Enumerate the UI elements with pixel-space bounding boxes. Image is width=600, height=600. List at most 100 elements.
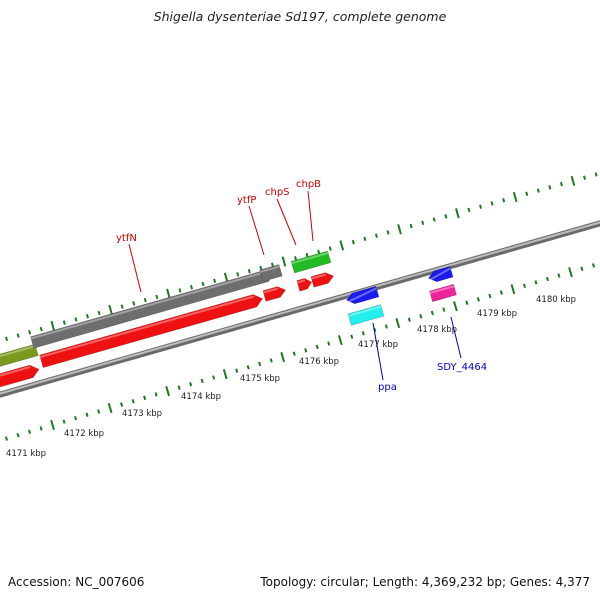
inner-ruler-tick <box>143 395 147 401</box>
inner-ruler-tick <box>131 399 135 404</box>
inner-ruler-tick <box>39 426 43 431</box>
inner-ruler-tick <box>430 310 434 316</box>
outer-ruler-tick <box>223 272 229 283</box>
inner-ruler-tick <box>395 318 401 329</box>
outer-ruler-tick <box>409 223 413 229</box>
gene-label-SDY_4464[interactable]: SDY_4464 <box>437 362 487 373</box>
gene-label-ytfN[interactable]: ytfN <box>116 233 137 244</box>
gene-arrow-highlight <box>0 345 36 358</box>
outer-ruler-tick <box>525 191 529 196</box>
inner-ruler-tick <box>327 341 331 346</box>
inner-ruler-tick <box>384 324 388 329</box>
gene-arrow-highlight <box>346 287 377 304</box>
gene-arrow-red-feature-2[interactable] <box>39 294 264 368</box>
inner-ruler-tick <box>568 267 573 278</box>
gene-arrow-highlight <box>429 285 455 294</box>
outer-ruler-tick <box>178 288 182 293</box>
inner-ruler-tick <box>580 266 584 271</box>
outer-ruler-tick <box>467 207 471 213</box>
inner-ruler-tick <box>200 378 204 384</box>
outer-ruler-tick <box>305 252 309 258</box>
outer-ruler-tick <box>85 314 89 319</box>
gene-arrow-highlight <box>39 295 254 359</box>
gene-arrow-red-feature-1[interactable] <box>0 364 40 389</box>
inner-ruler-tick <box>246 365 250 370</box>
genome-summary-text: Topology: circular; Length: 4,369,232 bp… <box>260 575 590 589</box>
map-title: Shigella dysenteriae Sd197, complete gen… <box>153 9 447 24</box>
gene-arrow-red-feature-3[interactable] <box>262 286 287 302</box>
gene-arrow-magenta-feature[interactable] <box>429 283 457 303</box>
inner-ruler-tick <box>361 331 365 336</box>
accession-text: Accession: NC_007606 <box>8 575 145 589</box>
kbp-label-4174: 4174 kbp <box>181 392 221 402</box>
outer-ruler-tick <box>479 204 482 209</box>
inner-ruler-tick <box>591 263 596 268</box>
gene-label-ytfP[interactable]: ytfP <box>237 195 256 206</box>
outer-ruler-tick <box>317 249 321 254</box>
gene-arrow-highlight <box>263 287 279 294</box>
inner-ruler-tick <box>165 386 171 397</box>
inner-ruler-tick <box>545 276 549 282</box>
gene-arrow-red-feature-4[interactable] <box>296 278 313 292</box>
gene-arrow-cyan-feature[interactable] <box>347 304 385 326</box>
inner-ruler-tick <box>534 280 538 285</box>
inner-ruler-tick <box>350 334 354 339</box>
inner-ruler-tick <box>28 429 32 434</box>
genome-backbone-highlight <box>0 221 600 395</box>
outer-ruler-tick <box>548 185 552 190</box>
gene-arrow-highlight <box>348 305 382 317</box>
outer-ruler-tick <box>594 172 598 177</box>
inner-ruler-tick <box>442 307 446 312</box>
gene-arrow-gray-feature-2[interactable] <box>259 264 283 282</box>
outer-ruler-tick <box>190 285 193 290</box>
outer-ruler-tick <box>5 336 9 341</box>
inner-ruler-tick <box>4 436 9 441</box>
leader-line-forward <box>307 190 314 242</box>
inner-ruler-tick <box>107 402 113 414</box>
gene-arrow-gray-feature[interactable] <box>30 269 270 349</box>
inner-ruler-tick <box>120 402 124 407</box>
inner-ruler-tick <box>154 392 158 397</box>
leader-line-reverse <box>372 322 384 381</box>
kbp-label-4171: 4171 kbp <box>6 449 46 459</box>
outer-ruler-tick <box>583 175 587 180</box>
gene-label-chpS[interactable]: chpS <box>265 187 290 198</box>
outer-ruler-tick <box>397 224 402 235</box>
gene-arrow-green-feature[interactable] <box>290 250 332 274</box>
outer-ruler-tick <box>351 239 355 245</box>
outer-ruler-tick <box>502 198 506 203</box>
inner-ruler-tick <box>212 375 216 380</box>
gene-arrow-highlight <box>297 279 306 284</box>
gene-arrow-blue-feature-2[interactable] <box>428 266 454 283</box>
outer-ruler-tick <box>536 188 540 193</box>
gene-arrow-highlight <box>260 265 280 273</box>
kbp-label-4178: 4178 kbp <box>417 325 457 335</box>
outer-ruler-tick <box>363 236 367 242</box>
gene-arrow-olive-feature[interactable] <box>0 343 39 368</box>
leader-line-reverse <box>450 316 462 359</box>
inner-ruler-tick <box>189 382 193 387</box>
outer-ruler-tick <box>559 181 563 187</box>
gene-label-ppa[interactable]: ppa <box>378 382 397 393</box>
inner-ruler-tick <box>97 409 101 414</box>
kbp-label-4180: 4180 kbp <box>536 295 576 305</box>
gene-arrow-red-feature-5[interactable] <box>310 272 335 288</box>
outer-ruler-tick <box>490 201 494 206</box>
inner-ruler-tick <box>453 301 458 312</box>
inner-ruler-tick <box>16 433 20 438</box>
gene-arrow-blue-feature-1[interactable] <box>346 285 380 305</box>
outer-ruler-tick <box>16 333 20 338</box>
label-leaders <box>128 190 462 381</box>
inner-ruler-tick <box>510 284 516 295</box>
kbp-label-4173: 4173 kbp <box>122 409 162 419</box>
inner-ruler-tick <box>280 352 286 363</box>
outer-ruler-tick <box>328 246 332 251</box>
kbp-label-4179: 4179 kbp <box>477 309 517 319</box>
kbp-label-4177: 4177 kbp <box>358 340 398 350</box>
gene-label-chpB[interactable]: chpB <box>296 179 321 190</box>
outer-ruler-tick <box>28 330 32 335</box>
gene-features <box>0 250 457 389</box>
outer-ruler-tick <box>39 326 43 332</box>
inner-ruler-tick <box>499 290 503 295</box>
kbp-label-4175: 4175 kbp <box>240 374 280 384</box>
